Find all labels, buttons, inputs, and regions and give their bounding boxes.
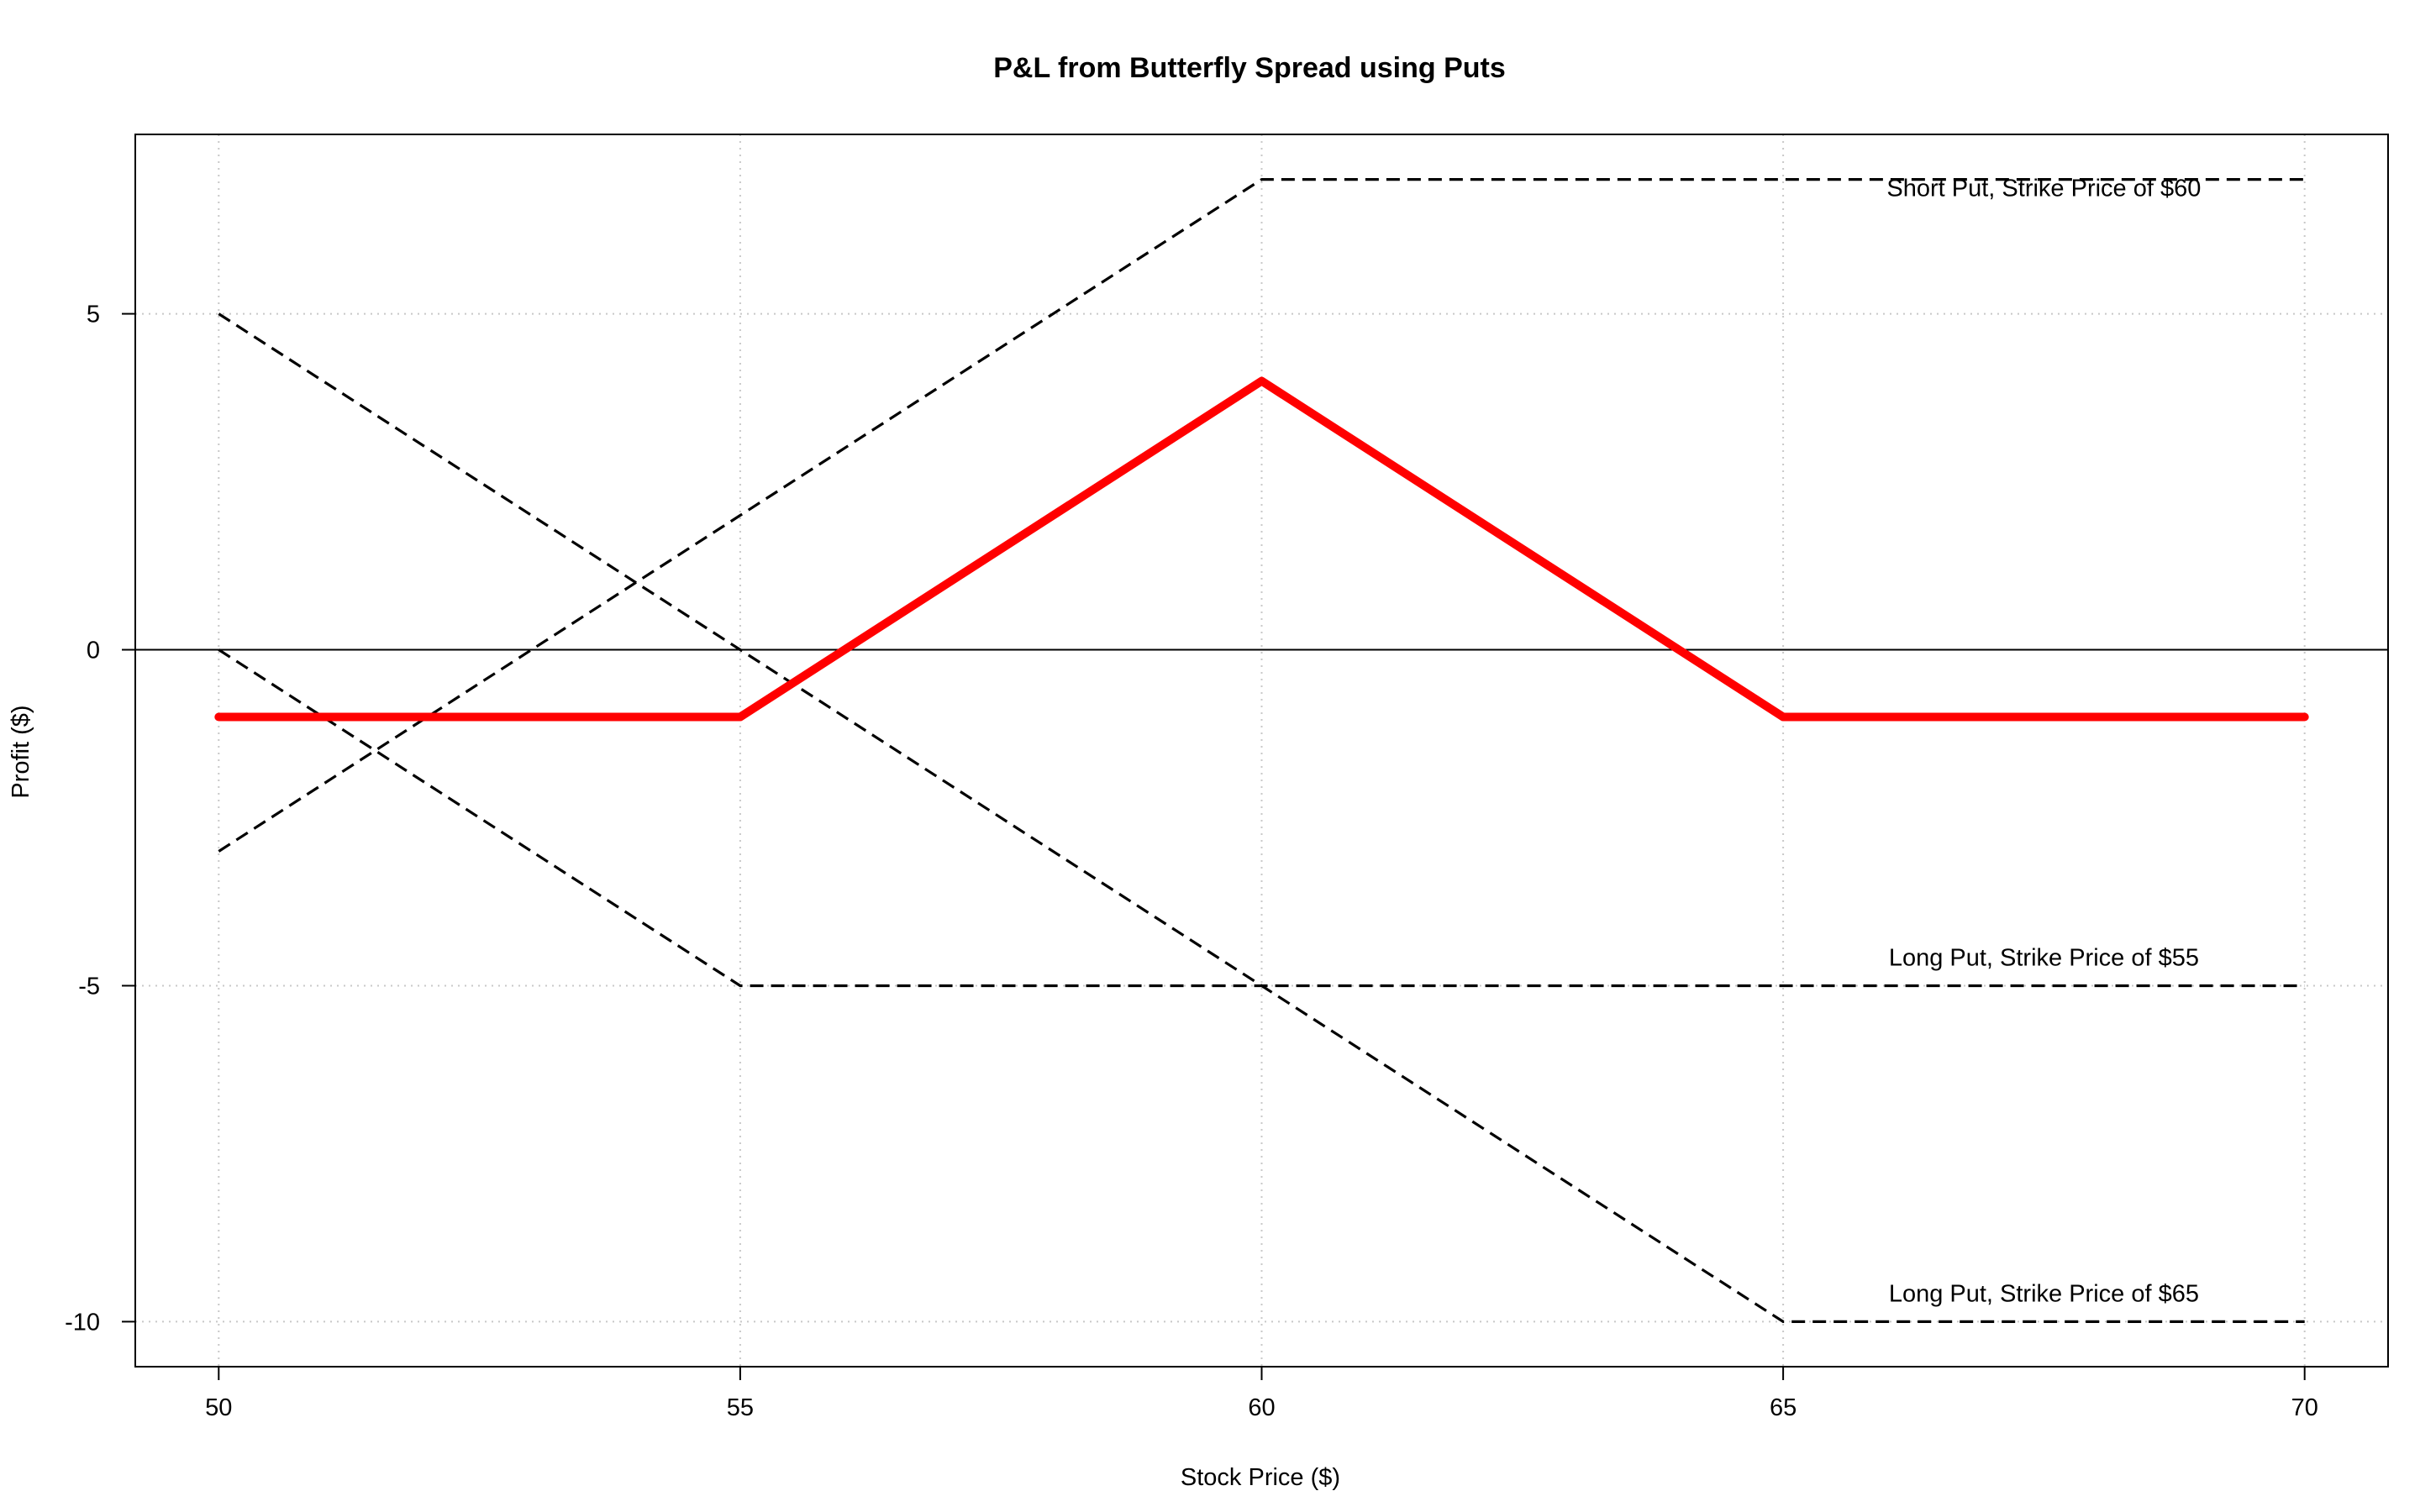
x-axis-ticks: 50 55 60 65 70 (205, 1367, 2318, 1421)
chart-title: P&L from Butterfly Spread using Puts (993, 52, 1506, 84)
y-tick-label: -10 (65, 1309, 100, 1336)
x-tick-label: 60 (1248, 1394, 1275, 1421)
y-axis-ticks: -10 -5 0 5 (65, 302, 135, 1336)
series-line-leg (218, 178, 2305, 853)
series-line-butterfly (214, 376, 2309, 722)
x-tick-label: 65 (1770, 1394, 1797, 1421)
y-tick-label: -5 (78, 973, 100, 1000)
annotation-label: Long Put, Strike Price of $65 (1889, 1280, 2199, 1307)
grid-lines (135, 134, 2388, 1367)
series-line-leg (218, 312, 2305, 1324)
annotations: Short Put, Strike Price of $60 Long Put, … (1886, 176, 2201, 1308)
x-axis-label: Stock Price ($) (1181, 1464, 1340, 1491)
y-axis-label: Profit ($) (8, 705, 34, 798)
annotation-label: Long Put, Strike Price of $55 (1889, 944, 2199, 971)
y-tick-label: 5 (87, 302, 100, 328)
x-tick-label: 50 (205, 1394, 232, 1421)
x-tick-label: 55 (727, 1394, 754, 1421)
x-tick-label: 70 (2291, 1394, 2318, 1421)
annotation-label: Short Put, Strike Price of $60 (1886, 176, 2201, 202)
plot-frame (134, 134, 2389, 1368)
y-tick-label: 0 (87, 638, 100, 664)
series-lines (214, 178, 2309, 1324)
